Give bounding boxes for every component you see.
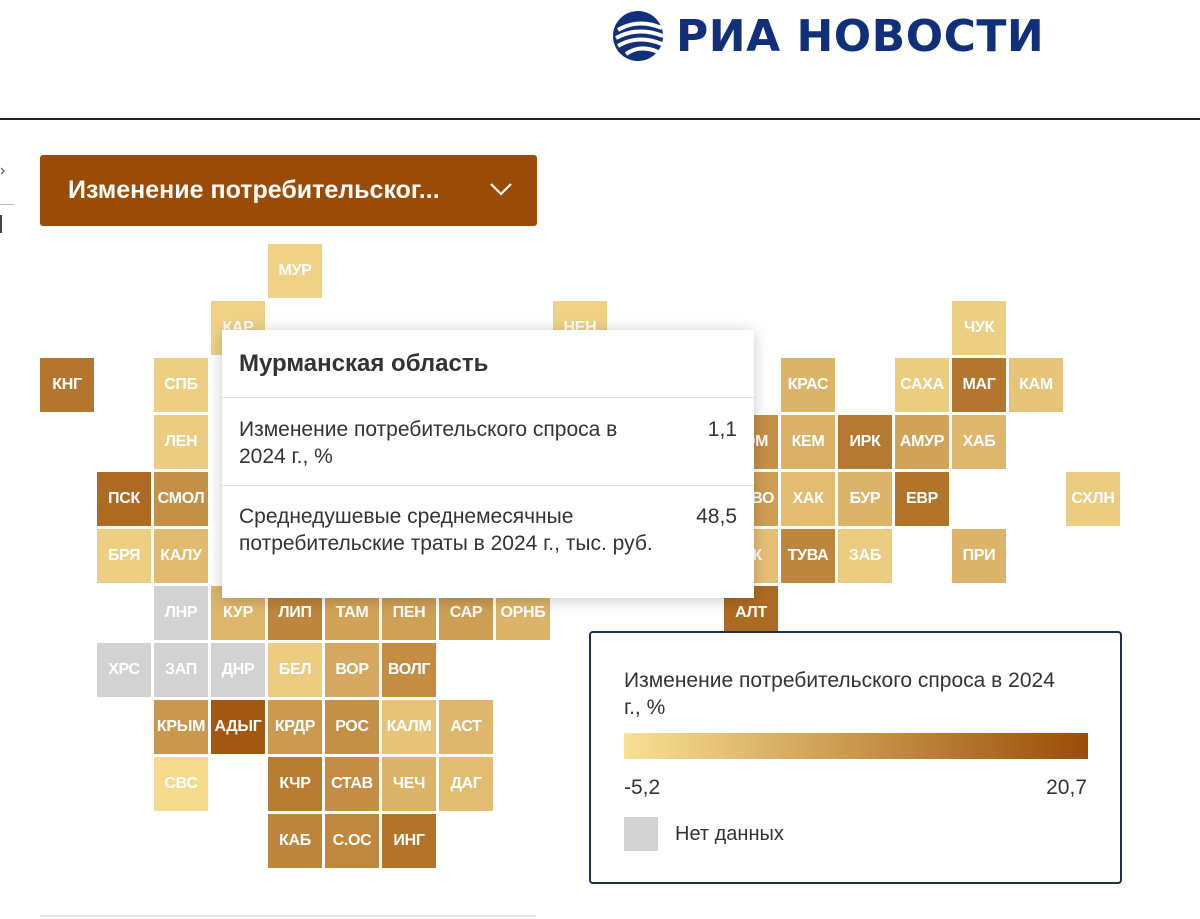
region-tile[interactable]: КЕМ: [781, 415, 835, 469]
region-tile[interactable]: САХА: [895, 358, 949, 412]
region-tile[interactable]: АМУР: [895, 415, 949, 469]
region-tile[interactable]: ВОЛГ: [382, 643, 436, 697]
edge-marker: [0, 215, 2, 233]
region-tile[interactable]: ЗАП: [154, 643, 208, 697]
legend-title: Изменение потребительского спроса в 2024…: [624, 669, 1055, 719]
region-tile[interactable]: МУР: [268, 244, 322, 298]
region-tile[interactable]: БРЯ: [97, 529, 151, 583]
region-tile[interactable]: ЛНР: [154, 586, 208, 640]
header-divider: [0, 118, 1200, 120]
region-tile[interactable]: КАБ: [268, 814, 322, 868]
no-data-label: Нет данных: [675, 823, 784, 845]
tooltip-row-label: Изменение потребительского спроса в 2024…: [239, 418, 618, 468]
logo-text: РИА НОВОСТИ: [676, 10, 1045, 62]
region-tile[interactable]: КАЛУ: [154, 529, 208, 583]
region-tile[interactable]: СТАВ: [325, 757, 379, 811]
region-tile[interactable]: ХАБ: [952, 415, 1006, 469]
region-tile[interactable]: ПСК: [97, 472, 151, 526]
region-tile[interactable]: ДНР: [211, 643, 265, 697]
region-tile[interactable]: АДЫГ: [211, 700, 265, 754]
edge-divider: [0, 204, 14, 205]
region-tile[interactable]: СХЛН: [1066, 472, 1120, 526]
region-tile[interactable]: КАМ: [1009, 358, 1063, 412]
region-tile[interactable]: КЧР: [268, 757, 322, 811]
region-tile[interactable]: ЕВР: [895, 472, 949, 526]
region-tile[interactable]: ЗАБ: [838, 529, 892, 583]
no-data-swatch: [624, 817, 658, 851]
tooltip-row-value: 48,5: [696, 505, 737, 528]
legend-color-scale: [624, 733, 1088, 759]
globe-icon: [613, 11, 664, 61]
tooltip-divider: [222, 485, 754, 486]
region-tile[interactable]: ВОР: [325, 643, 379, 697]
region-tile[interactable]: СВС: [154, 757, 208, 811]
indicator-dropdown[interactable]: Изменение потребительског...: [40, 155, 537, 226]
region-tile[interactable]: КАЛМ: [382, 700, 436, 754]
region-tile[interactable]: ХРС: [97, 643, 151, 697]
tooltip-pointer: [278, 304, 326, 331]
region-tile[interactable]: ИРК: [838, 415, 892, 469]
ria-logo[interactable]: РИА НОВОСТИ: [612, 10, 1044, 62]
region-tile[interactable]: СПБ: [154, 358, 208, 412]
region-tile[interactable]: БУР: [838, 472, 892, 526]
region-tile[interactable]: КНГ: [40, 358, 94, 412]
region-tile[interactable]: ИНГ: [382, 814, 436, 868]
region-tile[interactable]: ЧЕЧ: [382, 757, 436, 811]
tooltip-row-value: 1,1: [707, 418, 737, 441]
bottom-divider: [40, 915, 536, 917]
region-tooltip: Мурманская область Изменение потребитель…: [222, 330, 754, 598]
region-tile[interactable]: СМОЛ: [154, 472, 208, 526]
legend-box: Изменение потребительского спроса в 2024…: [589, 631, 1122, 884]
region-tile[interactable]: БЕЛ: [268, 643, 322, 697]
legend-max-label: 20,7: [1046, 776, 1087, 799]
tooltip-divider: [222, 397, 754, 398]
chevron-down-icon: [490, 183, 512, 196]
region-tile[interactable]: АСТ: [439, 700, 493, 754]
legend-min-label: -5,2: [624, 776, 661, 799]
region-tile[interactable]: КРЫМ: [154, 700, 208, 754]
region-tile[interactable]: ТУВА: [781, 529, 835, 583]
dropdown-label: Изменение потребительског...: [68, 176, 440, 204]
region-tile[interactable]: С.ОС: [325, 814, 379, 868]
region-tile[interactable]: ПРИ: [952, 529, 1006, 583]
region-tile[interactable]: ХАК: [781, 472, 835, 526]
tooltip-region-name: Мурманская область: [239, 350, 489, 377]
region-tile[interactable]: КРАС: [781, 358, 835, 412]
region-tile[interactable]: МАГ: [952, 358, 1006, 412]
region-tile[interactable]: КРДР: [268, 700, 322, 754]
region-tile[interactable]: РОС: [325, 700, 379, 754]
region-tile[interactable]: ЛЕН: [154, 415, 208, 469]
region-tile[interactable]: ДАГ: [439, 757, 493, 811]
tooltip-row-label: Среднедушевые среднемесячные потребитель…: [239, 505, 653, 555]
region-tile[interactable]: ЧУК: [952, 301, 1006, 355]
edge-arrow-icon[interactable]: ›: [0, 162, 6, 179]
